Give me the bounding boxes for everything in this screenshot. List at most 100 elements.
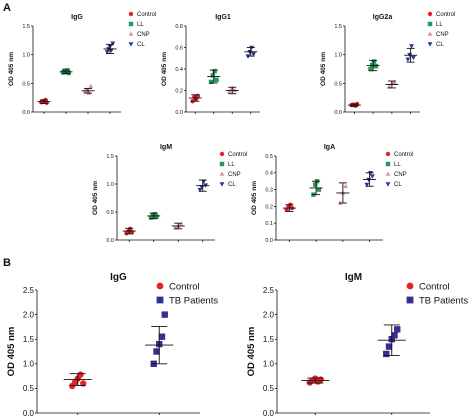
y-tick-label: 1.0	[22, 53, 30, 59]
legend-label: LL	[228, 162, 235, 168]
data-point	[406, 282, 414, 290]
y-tick-label: 2.5	[263, 286, 275, 295]
y-tick-label: 0.8	[175, 24, 183, 30]
y-tick-label: 0.5	[23, 384, 35, 393]
panel-label-b: B	[3, 257, 11, 269]
y-axis-label: OD 405 nm	[161, 52, 168, 86]
data-point	[66, 70, 71, 76]
data-point	[110, 41, 116, 46]
data-point	[386, 84, 392, 89]
data-point	[128, 31, 134, 36]
data-point	[409, 44, 414, 49]
y-tick-label: 1.0	[334, 53, 342, 59]
y-tick-label: 1.5	[263, 335, 275, 344]
y-tick-label: 0.5	[106, 210, 114, 216]
chart-title: IgG2a	[373, 14, 393, 21]
legend-label: CNP	[228, 172, 241, 178]
data-point	[392, 79, 398, 84]
legend-label: CNP	[137, 32, 150, 38]
y-tick-label: 1.0	[106, 182, 114, 188]
chart-b-igg: IgG OD 405 nm 0.0 0.5 1.0 1.5 2.0 2.5 Control TB …	[6, 272, 218, 418]
data-point	[427, 11, 433, 17]
y-tick-label: 0.0	[175, 110, 183, 116]
y-axis-label: OD 405 nm	[320, 52, 327, 86]
legend-label: Control	[419, 281, 450, 292]
legend-label: TB Patients	[169, 295, 218, 306]
chart-title: IgM	[345, 272, 362, 283]
data-point	[410, 55, 416, 61]
data-point	[219, 151, 225, 157]
panel-label-a: A	[3, 2, 11, 14]
data-point	[161, 311, 168, 318]
y-tick-label: 0.0	[263, 409, 275, 418]
y-tick-label: 0.2	[175, 88, 183, 94]
chart-a-igm: IgM OD 405 nm 0.0 0.5 1.0 1.5 Control LL CNP CL	[92, 144, 247, 244]
data-point	[210, 73, 216, 78]
y-tick-label: 0.1	[265, 221, 273, 227]
y-tick-label: 2.0	[263, 310, 275, 319]
data-point	[385, 171, 391, 176]
data-point	[391, 332, 398, 339]
data-point	[212, 68, 217, 74]
data-point	[219, 171, 225, 176]
data-point	[385, 343, 393, 350]
legend-label: TB Patients	[419, 295, 468, 306]
data-point	[284, 207, 289, 212]
y-tick-label: 2.5	[23, 286, 35, 295]
data-point	[208, 79, 214, 85]
data-point	[156, 282, 164, 290]
data-point	[251, 52, 256, 57]
y-tick-label: 1.5	[106, 154, 114, 160]
data-point	[343, 183, 349, 188]
legend-label: LL	[137, 22, 144, 28]
chart-title: IgM	[160, 144, 172, 151]
y-axis-label: OD 405 nm	[8, 52, 15, 86]
y-tick-label: 0.5	[263, 384, 275, 393]
chart-a-igg: IgG OD 405 nm 0.0 0.5 1.0 1.5 Control LL CNP CL	[8, 11, 156, 116]
data-point	[313, 182, 318, 187]
data-point	[364, 182, 370, 188]
legend-label: Control	[137, 12, 156, 18]
chart-b-igm: IgM OD 405 nm 0.0 0.5 1.0 1.5 2.0 2.5 Control TB …	[246, 272, 468, 418]
data-point	[219, 161, 225, 167]
y-axis-label: OD 405 nm	[246, 327, 257, 377]
y-tick-label: 0.3	[265, 188, 273, 194]
legend-label: LL	[394, 162, 401, 168]
y-tick-label: 1.5	[334, 24, 342, 30]
data-point	[369, 174, 375, 179]
data-point	[373, 63, 379, 69]
legend-label: CL	[436, 42, 444, 48]
data-point	[385, 151, 391, 157]
data-point	[195, 93, 201, 99]
y-axis-label: OD 405 nm	[92, 181, 99, 215]
data-point	[371, 59, 377, 64]
legend-label: CL	[137, 42, 145, 48]
y-tick-label: 0.5	[265, 154, 273, 160]
data-point	[405, 57, 411, 62]
data-point	[88, 83, 94, 88]
y-tick-label: 0.6	[175, 45, 183, 51]
legend-label: CNP	[436, 32, 449, 38]
y-tick-label: 0.0	[106, 238, 114, 244]
chart-title: IgG1	[215, 14, 231, 21]
y-tick-label: 0.5	[22, 81, 30, 87]
y-tick-label: 0.4	[175, 67, 183, 73]
y-tick-label: 1.0	[263, 360, 275, 369]
legend-label: Control	[228, 152, 247, 158]
data-point	[427, 21, 433, 27]
data-point	[156, 296, 164, 304]
legend-label: Control	[394, 152, 413, 158]
data-point	[148, 215, 154, 220]
data-point	[128, 42, 134, 47]
data-point	[152, 212, 157, 217]
y-tick-label: 0.4	[265, 171, 273, 177]
chart-title: IgG	[71, 14, 83, 21]
y-tick-label: 1.5	[22, 24, 30, 30]
data-point	[219, 182, 225, 187]
legend-label: Control	[169, 281, 200, 292]
chart-title: IgG	[110, 272, 127, 283]
y-tick-label: 0.0	[22, 110, 30, 116]
data-point	[316, 187, 322, 192]
data-point	[173, 225, 178, 230]
y-axis-label: OD 405 nm	[6, 327, 17, 377]
